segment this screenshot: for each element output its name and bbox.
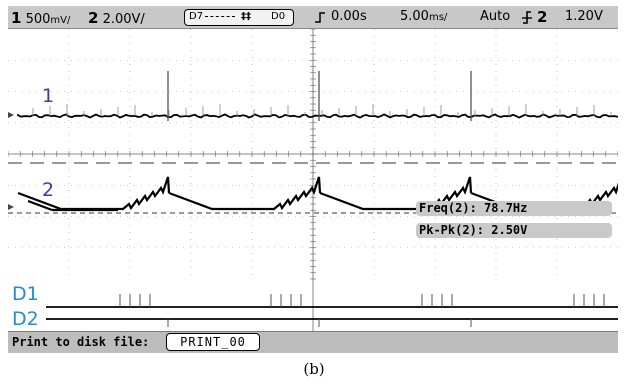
ch2-label-text: 2 [42,179,55,201]
oscilloscope-screen: 1 500mV/ 2 2.00V/ D7 ‡‡ D0 0.00s 5.00ms/… [7,6,624,353]
ch2-waveform-cycle [168,176,322,211]
ch2-scale-readout[interactable]: 2 2.00V/ [88,9,145,27]
d1-trace-label: D1 [12,283,39,305]
ch2-waveform-cycle [17,176,171,211]
digital-separator: ‡‡ [241,11,251,22]
digital-low-label: D0 [271,11,286,22]
ground-marker-icon [8,204,14,210]
ch1-number: 1 [11,9,22,27]
digital-mask-line [205,16,235,17]
d2-trace-label: D2 [12,308,39,330]
trigger-slope-icon [520,9,534,29]
pkpk-measurement[interactable]: Pk-Pk(2): 2.50V [416,223,612,238]
ground-marker-icon [8,112,14,118]
digital-high-label: D7 [189,11,204,22]
print-to-disk-label: Print to disk file: [12,335,150,349]
timebase-value: 5.00 [400,9,429,24]
waveform-graticule [7,28,624,331]
ch1-unit: mV/ [50,15,71,26]
status-bar: 1 500mV/ 2 2.00V/ D7 ‡‡ D0 0.00s 5.00ms/… [8,6,618,29]
ch2-scale: 2.00V/ [102,12,145,27]
ch2-trace-label: 2 [42,179,54,201]
trigger-mode[interactable]: Auto [480,9,511,24]
time-offset[interactable]: 0.00s [331,9,367,24]
ch2-waveform-start [27,199,53,212]
figure-caption: (b) [303,360,325,378]
freq-measurement[interactable]: Freq(2): 78.7Hz [416,201,612,216]
ch2-number: 2 [88,9,99,27]
file-name-field[interactable]: PRINT_00 [166,333,260,351]
trigger-level[interactable]: 1.20V [565,9,603,24]
digital-channel-indicator[interactable]: D7 ‡‡ D0 [184,9,294,26]
timebase-unit: ms/ [428,12,448,23]
softkey-bar: Print to disk file: PRINT_00 [8,331,618,353]
ch1-scale: 500 [25,12,51,27]
rising-edge-icon [313,10,327,28]
ch1-waveform [17,113,619,119]
ch1-scale-readout[interactable]: 1 500mV/ [11,9,70,27]
waveform-display: 1 2 D1 D2 Freq(2): 78.7Hz Pk-Pk(2): 2.50… [7,28,624,331]
timebase-readout[interactable]: 5.00ms/ [400,9,447,24]
trigger-source[interactable]: 2 [537,8,548,26]
ch1-label-text: 1 [42,85,55,107]
ch1-trace-label: 1 [42,85,54,107]
